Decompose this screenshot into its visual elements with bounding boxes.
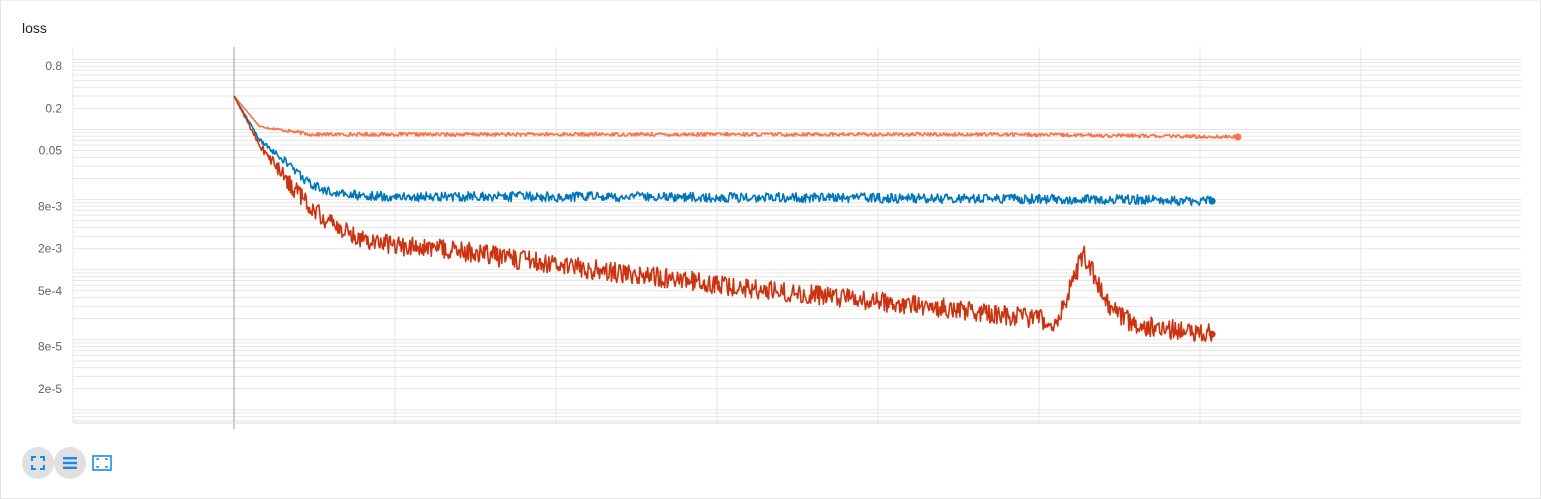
series-line-2 xyxy=(233,95,1213,206)
y-tick-label: 0.8 xyxy=(45,59,62,73)
y-tick-label: 0.05 xyxy=(39,144,63,158)
y-tick-label: 8e-5 xyxy=(38,340,62,354)
toggle-log-scale-button[interactable] xyxy=(54,447,86,479)
chart-title: loss xyxy=(22,20,47,36)
list-lines-icon xyxy=(63,457,77,469)
series-line-3 xyxy=(233,95,1213,343)
fit-domain-button[interactable] xyxy=(86,447,118,479)
series-end-marker-2 xyxy=(1208,197,1216,205)
y-tick-label: 5e-4 xyxy=(38,284,62,298)
y-tick-label: 2e-5 xyxy=(38,382,62,396)
y-tick-label: 0.2 xyxy=(45,101,62,115)
series-end-marker-1 xyxy=(1234,133,1242,141)
fit-to-data-icon xyxy=(92,455,112,471)
series-line-1 xyxy=(233,95,1239,140)
y-tick-label: 8e-3 xyxy=(38,199,62,213)
series-end-marker-3 xyxy=(1208,330,1216,338)
y-tick-label: 2e-3 xyxy=(38,242,62,256)
expand-chart-button[interactable] xyxy=(22,447,54,479)
fullscreen-icon xyxy=(31,456,45,470)
